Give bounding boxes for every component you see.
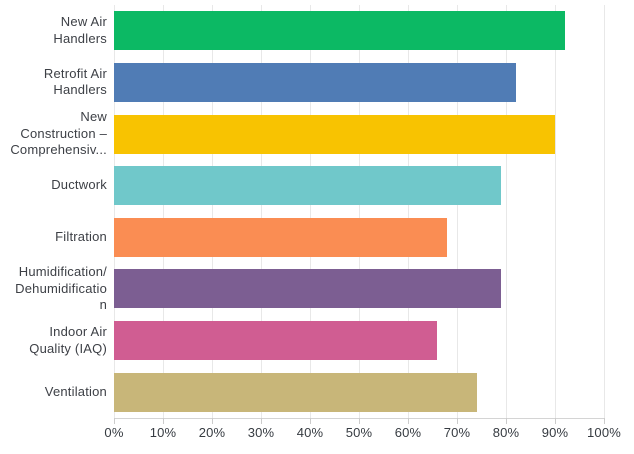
gridline-100 <box>603 5 605 418</box>
x-tick-20 <box>212 418 213 424</box>
x-tick-50 <box>359 418 360 424</box>
bar-rows <box>114 5 604 418</box>
x-tick-label-0: 0% <box>104 425 124 440</box>
bar-row <box>114 5 604 57</box>
bar-row <box>114 212 604 264</box>
x-tick-label-90: 90% <box>541 425 569 440</box>
bar-row <box>114 160 604 212</box>
label-row: New Construction – Comprehensiv... <box>0 108 107 160</box>
x-tick-30 <box>261 418 262 424</box>
bar-indoor-air-quality-iaq <box>114 321 438 361</box>
category-label-new-air-handlers: New Air Handlers <box>53 14 107 46</box>
bar-humidification-dehumidification <box>114 269 502 309</box>
gridline-20 <box>211 5 213 418</box>
category-label-indoor-air-quality-iaq: Indoor Air Quality (IAQ) <box>29 324 107 356</box>
x-tick-100 <box>604 418 605 424</box>
bar-filtration <box>114 217 448 257</box>
x-tick-60 <box>408 418 409 424</box>
category-label-ventilation: Ventilation <box>44 383 107 399</box>
bar-ventilation <box>114 372 477 412</box>
gridline-80 <box>505 5 507 418</box>
x-tick-label-70: 70% <box>443 425 471 440</box>
category-label-filtration: Filtration <box>55 229 107 245</box>
bar-row <box>114 57 604 109</box>
x-tick-label-100: 100% <box>586 425 622 440</box>
label-row: Retrofit Air Handlers <box>0 57 107 109</box>
category-label-humidification-dehumidification: Humidification/ Dehumidificatio n <box>15 264 107 313</box>
x-tick-90 <box>555 418 556 424</box>
bar-new-construction-comprehensiv <box>114 114 555 154</box>
x-tick-0 <box>114 418 115 424</box>
x-tick-80 <box>506 418 507 424</box>
bar-row <box>114 315 604 367</box>
label-row: Ventilation <box>0 366 107 418</box>
label-row: New Air Handlers <box>0 5 107 57</box>
x-tick-label-50: 50% <box>345 425 373 440</box>
gridline-50 <box>358 5 360 418</box>
bar-new-air-handlers <box>114 11 565 51</box>
bar-row <box>114 366 604 418</box>
gridline-10 <box>162 5 164 418</box>
plot-area <box>114 5 605 418</box>
gridline-40 <box>309 5 311 418</box>
x-tick-40 <box>310 418 311 424</box>
gridline-30 <box>260 5 262 418</box>
x-tick-label-40: 40% <box>296 425 324 440</box>
category-axis: New Air Handlers Retrofit Air Handlers New… <box>0 5 107 418</box>
x-tick-label-60: 60% <box>394 425 422 440</box>
label-row: Humidification/ Dehumidificatio n <box>0 263 107 315</box>
gridline-0 <box>114 5 115 418</box>
x-tick-label-20: 20% <box>198 425 226 440</box>
label-row: Indoor Air Quality (IAQ) <box>0 315 107 367</box>
bar-ductwork <box>114 166 502 206</box>
category-label-retrofit-air-handlers: Retrofit Air Handlers <box>43 65 107 98</box>
x-tick-10 <box>163 418 164 424</box>
label-row: Ductwork <box>0 160 107 212</box>
x-tick-label-80: 80% <box>492 425 520 440</box>
label-row: Filtration <box>0 212 107 264</box>
gridline-60 <box>407 5 409 418</box>
gridline-90 <box>554 5 556 418</box>
x-tick-70 <box>457 418 458 424</box>
bar-retrofit-air-handlers <box>114 62 516 102</box>
category-label-new-construction-comprehensiv: New Construction – Comprehensiv... <box>10 109 107 158</box>
gridline-70 <box>456 5 458 418</box>
bar-row <box>114 108 604 160</box>
x-tick-label-30: 30% <box>247 425 275 440</box>
bar-row <box>114 263 604 315</box>
category-label-ductwork: Ductwork <box>51 177 107 193</box>
x-tick-label-10: 10% <box>149 425 177 440</box>
